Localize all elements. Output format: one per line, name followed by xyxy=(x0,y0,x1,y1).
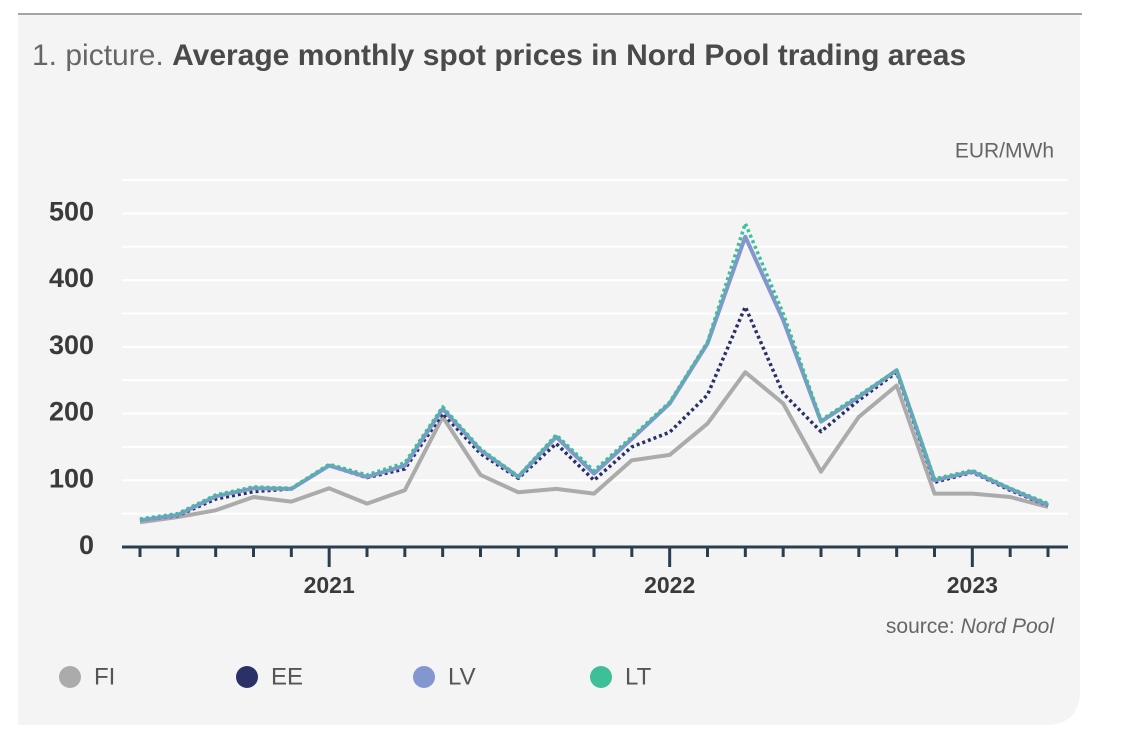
y-tick-label: 0 xyxy=(79,530,94,560)
legend-label: LV xyxy=(448,663,476,690)
x-tick-label: 2021 xyxy=(304,572,355,598)
series-line xyxy=(139,370,1049,525)
series-line xyxy=(139,221,1049,521)
y-tick-label: 500 xyxy=(49,196,94,226)
legend-label: EE xyxy=(271,663,303,690)
y-tick-label: 100 xyxy=(49,463,94,493)
legend-label: LT xyxy=(625,663,652,690)
y-tick-label: 200 xyxy=(49,397,94,427)
title: 1. picture. Average monthly spot prices … xyxy=(32,39,966,72)
x-tick-label: 2023 xyxy=(947,572,998,598)
y-unit: EUR/MWh xyxy=(955,140,1054,163)
y-tick-label: 300 xyxy=(49,330,94,360)
legend-swatch xyxy=(59,666,81,688)
title-label: 1. picture. xyxy=(32,39,164,72)
source-label: source: xyxy=(886,615,955,638)
y-tick-label: 400 xyxy=(49,263,94,293)
legend-label: FI xyxy=(94,663,115,690)
title-text: Average monthly spot prices in Nord Pool… xyxy=(172,39,966,72)
x-tick-label: 2022 xyxy=(644,572,695,598)
legend-swatch xyxy=(590,666,612,688)
source: source: Nord Pool xyxy=(886,615,1055,638)
legend-swatch xyxy=(236,666,258,688)
source-name: Nord Pool xyxy=(961,615,1056,638)
legend-swatch xyxy=(413,666,435,688)
